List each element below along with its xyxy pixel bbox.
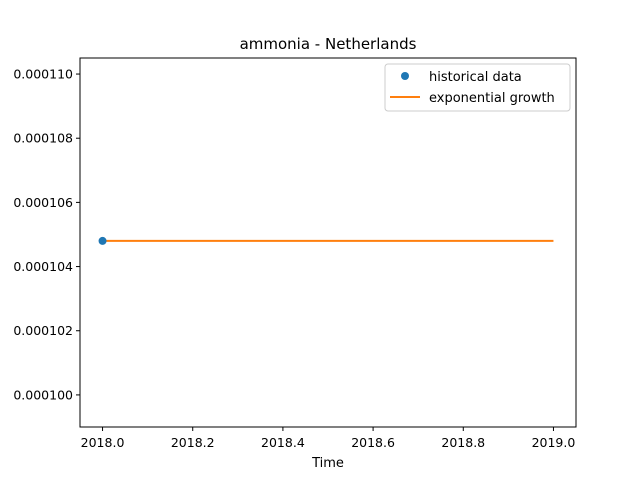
y-tick-label: 0.000108 (13, 131, 73, 146)
x-tick-label: 2018.6 (351, 435, 395, 450)
x-tick-label: 2018.4 (261, 435, 305, 450)
y-tick-label: 0.000104 (13, 259, 73, 274)
chart-title: ammonia - Netherlands (240, 35, 417, 53)
legend-label-historical-data: historical data (429, 70, 522, 85)
y-tick-label: 0.000110 (13, 67, 73, 82)
y-tick-label: 0.000102 (13, 323, 73, 338)
x-axis: 2018.0 2018.2 2018.4 2018.6 2018.8 2019.0 (81, 427, 576, 450)
plot-area (98, 236, 554, 245)
legend: historical data exponential growth (384, 63, 571, 112)
x-tick-label: 2018.8 (441, 435, 485, 450)
x-axis-label: Time (311, 456, 344, 471)
legend-marker-historical-data (401, 72, 409, 80)
data-point-historical-data (98, 236, 107, 245)
legend-label-exponential-growth: exponential growth (429, 91, 555, 106)
x-tick-label: 2019.0 (532, 435, 576, 450)
y-tick-label: 0.000100 (13, 387, 73, 402)
x-tick-label: 2018.0 (81, 435, 125, 450)
y-axis: 0.000100 0.000102 0.000104 0.000106 0.000108… (13, 67, 80, 402)
y-tick-label: 0.000106 (13, 195, 73, 210)
legend-frame (384, 63, 571, 112)
plot-frame (79, 57, 577, 428)
x-tick-label: 2018.2 (171, 435, 215, 450)
